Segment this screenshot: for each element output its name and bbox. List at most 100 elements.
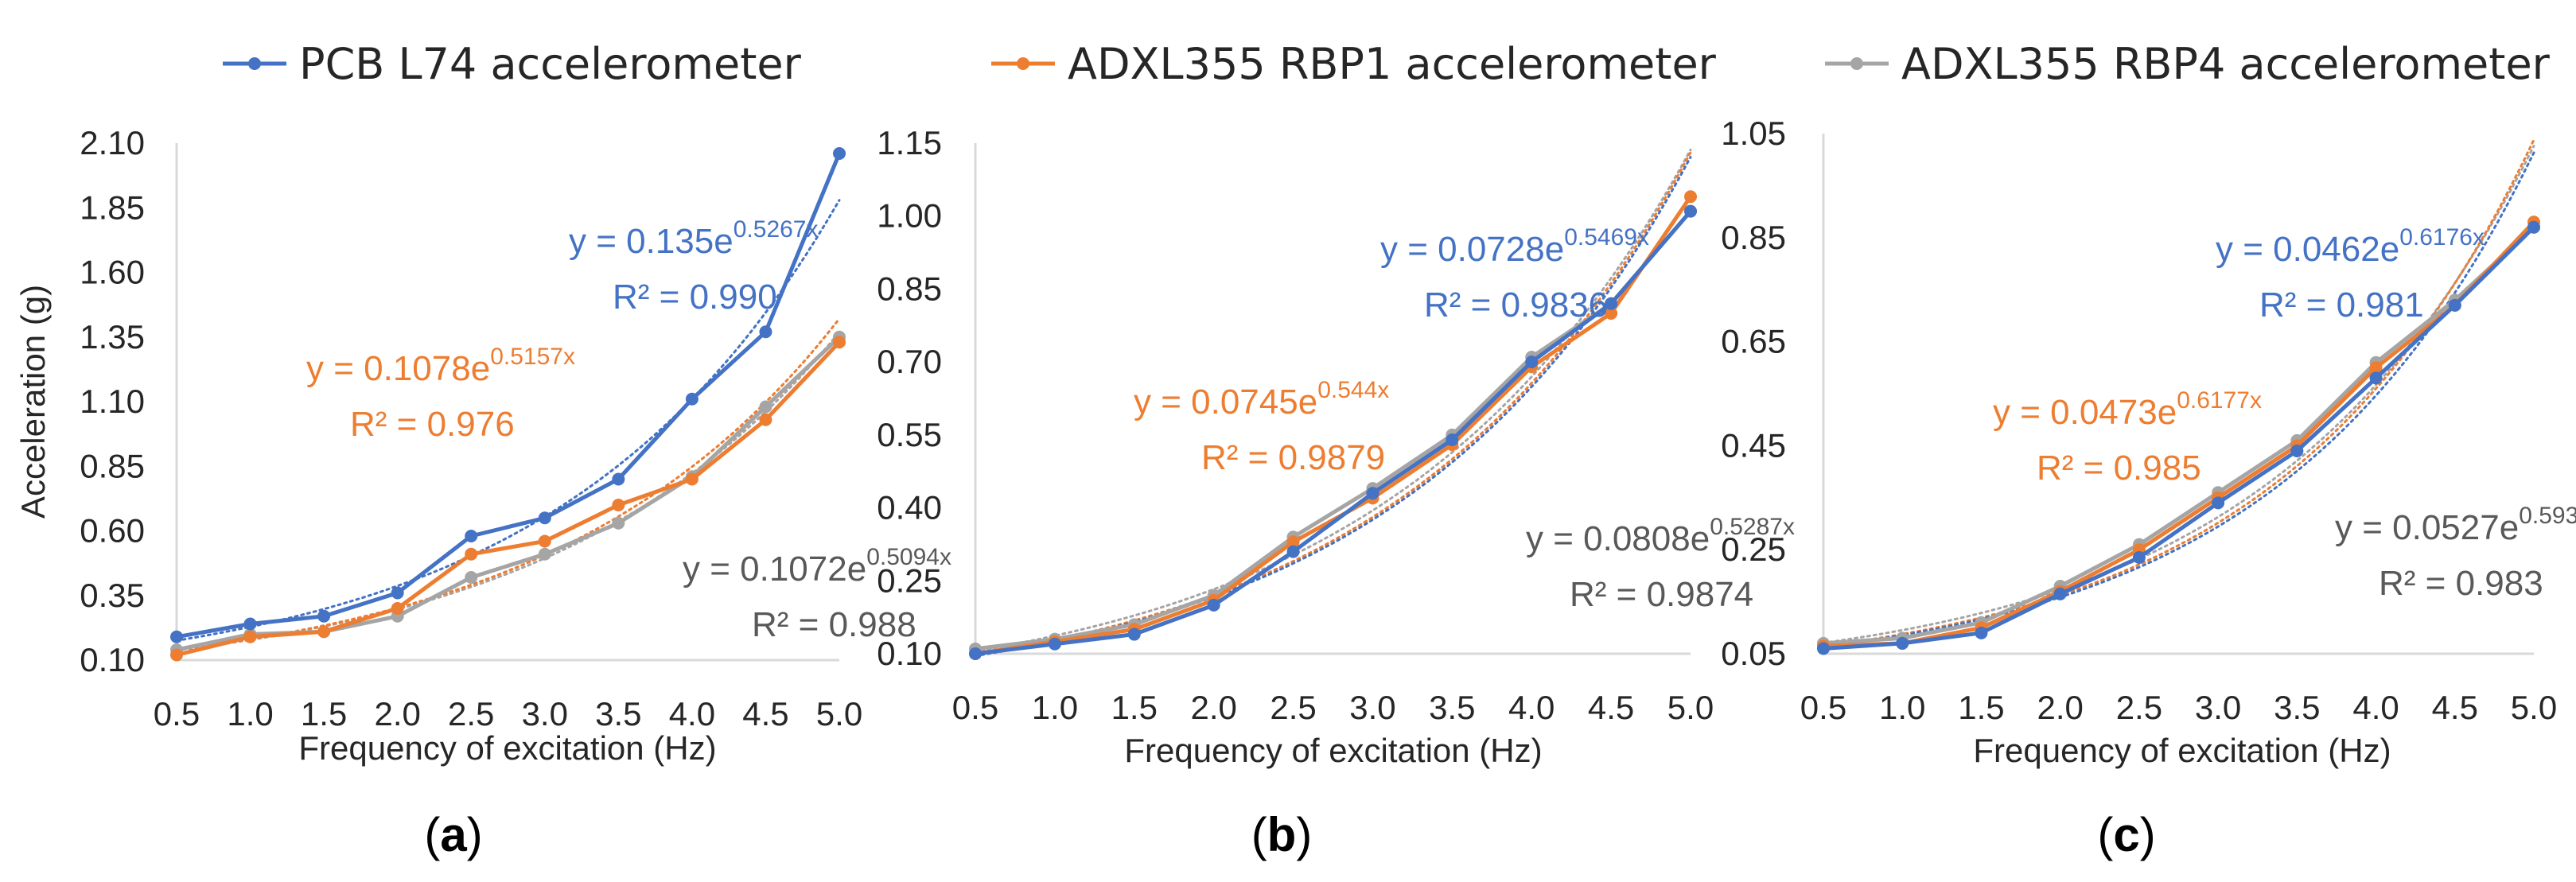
data-point-pcb [759, 325, 772, 339]
panel-label-b: (b) [1251, 808, 1313, 861]
trend-r-squared-rbp4: R² = 0.988 [752, 605, 916, 644]
data-point-pcb [1048, 637, 1061, 651]
x-tick-label: 2.0 [1190, 689, 1236, 726]
y-tick-label: 0.25 [1721, 530, 1786, 568]
y-tick-label: 0.85 [877, 270, 942, 307]
x-tick-label: 4.0 [2352, 689, 2399, 726]
x-tick-label: 5.0 [816, 695, 862, 732]
y-tick-label: 0.10 [877, 635, 942, 672]
data-point-pcb [2290, 444, 2304, 457]
x-tick-label: 4.0 [669, 695, 715, 732]
data-point-pcb [1207, 598, 1220, 612]
y-tick-label: 0.40 [877, 489, 942, 526]
legend-item-rbp1: ADXL355 RBP1 accelerometer [990, 30, 1716, 97]
y-tick-label: 0.25 [877, 561, 942, 599]
data-point-pcb [1684, 204, 1697, 218]
data-point-pcb [1446, 433, 1459, 446]
y-tick-label: 1.10 [80, 383, 145, 420]
data-point-pcb [1525, 356, 1539, 369]
series-line-pcb [1823, 225, 2535, 651]
data-point-rbp4 [538, 547, 551, 561]
series-line-rbp1 [176, 340, 841, 657]
data-point-rbp1 [243, 630, 257, 643]
data-point-pcb [2527, 220, 2540, 234]
x-axis-title: Frequency of excitation (Hz) [1973, 732, 2391, 769]
trend-equation-rbp4: y = 0.0808e0.5287x [1526, 514, 1795, 558]
x-tick-label: 1.5 [1111, 689, 1158, 726]
y-tick-label: 0.60 [80, 512, 145, 550]
x-tick-label: 4.0 [1508, 689, 1555, 726]
data-point-rbp4 [759, 400, 772, 414]
series-line-rbp1 [1823, 220, 2535, 648]
trend-r-squared-rbp1: R² = 0.976 [350, 405, 515, 444]
data-point-pcb [317, 609, 331, 623]
trendline-rbp4 [1822, 145, 2535, 644]
x-tick-label: 1.0 [1879, 689, 1925, 726]
equation-exponent: 0.5469x [1564, 224, 1649, 251]
x-tick-label: 3.5 [595, 695, 641, 732]
y-tick-label: 2.10 [80, 124, 145, 161]
y-axis-title: Acceleration (g) [14, 285, 52, 519]
data-point-pcb [969, 647, 982, 660]
legend-marker-rbp4-icon [1825, 57, 1889, 70]
data-point-pcb [1975, 626, 1988, 639]
trend-equation-rbp1: y = 0.1078e0.5157x [306, 344, 575, 388]
data-point-pcb [685, 392, 698, 406]
data-point-rbp1 [685, 472, 698, 486]
trend-equation-pcb: y = 0.0728e0.5469x [1380, 224, 1649, 269]
x-tick-label: 4.5 [742, 695, 788, 732]
panel-label-a: (a) [424, 808, 483, 861]
x-tick-label: 4.5 [1588, 689, 1634, 726]
equation-exponent: 0.5287x [1710, 514, 1795, 540]
data-point-pcb [391, 586, 404, 600]
x-tick-label: 0.5 [154, 695, 200, 732]
trendline-pcb [1822, 151, 2535, 649]
x-tick-label: 3.0 [2195, 689, 2241, 726]
data-point-pcb [1127, 628, 1141, 641]
equation-base: y = 0.0527e [2335, 508, 2519, 547]
trend-r-squared-rbp4: R² = 0.983 [2379, 564, 2543, 603]
y-tick-label: 0.70 [877, 343, 942, 380]
data-point-pcb [1896, 636, 1909, 650]
trend-r-squared-pcb: R² = 0.9836 [1424, 286, 1608, 324]
y-tick-label: 0.55 [877, 416, 942, 453]
equation-base: y = 0.1072e [683, 550, 866, 589]
equation-base: y = 0.135e [569, 222, 733, 261]
data-point-rbp4 [612, 516, 625, 530]
data-point-pcb [1286, 545, 1300, 558]
equation-exponent: 0.5267x [733, 216, 819, 243]
equation-base: y = 0.1078e [306, 349, 490, 388]
x-tick-label: 2.0 [374, 695, 420, 732]
y-tick-label: 1.60 [80, 254, 145, 291]
x-tick-label: 4.5 [2432, 689, 2478, 726]
data-point-pcb [2132, 551, 2146, 565]
y-tick-label: 1.35 [80, 318, 145, 356]
y-tick-label: 0.05 [1721, 635, 1786, 672]
data-point-pcb [538, 511, 551, 525]
equation-base: y = 0.0462e [2216, 230, 2399, 269]
x-tick-label: 0.5 [1800, 689, 1846, 726]
legend-item-pcb: PCB L74 accelerometer [221, 30, 801, 97]
data-point-rbp1 [1286, 535, 1300, 549]
data-point-pcb [2448, 298, 2461, 312]
data-point-rbp1 [465, 547, 478, 561]
y-tick-label: 0.65 [1721, 323, 1786, 360]
data-point-pcb [2369, 371, 2383, 385]
equation-exponent: 0.5094x [866, 544, 951, 570]
y-tick-label: 1.15 [877, 124, 942, 161]
equation-base: y = 0.0473e [1993, 393, 2177, 432]
data-point-pcb [2212, 496, 2225, 510]
series-line-pcb [176, 153, 842, 639]
data-point-rbp1 [759, 413, 772, 426]
x-tick-label: 1.0 [1032, 689, 1078, 726]
data-point-rbp1 [170, 648, 183, 662]
y-tick-label: 0.85 [80, 447, 145, 484]
y-tick-label: 0.35 [80, 577, 145, 614]
x-tick-label: 2.5 [2116, 689, 2162, 726]
legend-marker-pcb-icon [223, 57, 286, 70]
y-tick-label: 1.00 [877, 197, 942, 235]
data-point-rbp4 [465, 571, 478, 584]
x-tick-label: 0.5 [952, 689, 998, 726]
